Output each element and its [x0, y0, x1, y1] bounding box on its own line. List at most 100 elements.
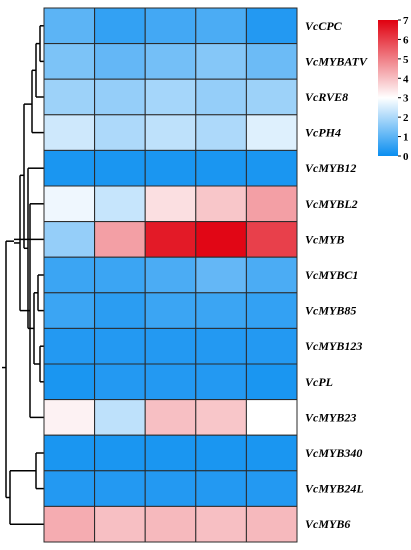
- heatmap-cell-VcMYB340-PiF: [94, 434, 146, 472]
- heatmap-cell-VcMYBL2-PiF: [94, 185, 146, 223]
- heatmap-cell-VcMYB12-PiF: [94, 149, 146, 187]
- heatmap-cell-VcRVE8-PiF: [94, 78, 146, 116]
- colorbar-tick-label-3: 3: [403, 93, 409, 105]
- heatmap-cell-VcPH4-BF: [245, 114, 298, 151]
- heatmap-cell-VcMYB123-RF: [144, 327, 197, 365]
- heatmap-cell-VcPL-GF: [43, 363, 96, 401]
- colorbar-tick-label-4: 4: [403, 73, 409, 85]
- heatmap-cell-VcRVE8-BF: [245, 78, 298, 116]
- heatmap-cell-VcMYB6-GF: [43, 505, 96, 543]
- heatmap-cell-VcMYB-GF: [43, 221, 96, 258]
- heatmap-cell-VcMYBC1-PF: [195, 256, 247, 294]
- heatmap-cell-VcMYBATV-PF: [195, 43, 247, 80]
- row-label-VcMYB12: VcMYB12: [305, 161, 356, 175]
- heatmap-cell-VcCPC-BF: [245, 7, 298, 45]
- heatmap-cell-VcMYBATV-PiF: [94, 43, 146, 80]
- heatmap-cell-VcMYB340-PF: [195, 434, 247, 472]
- row-label-VcMYB: VcMYB: [305, 232, 344, 246]
- heatmap-cell-VcMYB24L-GF: [43, 470, 96, 507]
- heatmap-cell-VcPL-PF: [195, 363, 247, 401]
- colorbar-tick-label-0: 0: [403, 151, 409, 163]
- row-label-VcCPC: VcCPC: [305, 19, 343, 33]
- heatmap-cell-VcMYB12-RF: [144, 149, 197, 187]
- row-label-VcMYB24L: VcMYB24L: [305, 482, 364, 496]
- heatmap-cell-VcMYB24L-PiF: [94, 470, 146, 507]
- heatmap-cell-VcMYB12-GF: [43, 149, 96, 187]
- heatmap-cell-VcMYB-PiF: [94, 221, 146, 258]
- row-dendrogram: [2, 25, 44, 525]
- heatmap-cell-VcPL-RF: [144, 363, 197, 401]
- heatmap-cell-VcMYB340-GF: [43, 434, 96, 472]
- heatmap-cell-VcRVE8-RF: [144, 78, 197, 116]
- heatmap-cell-VcMYBC1-BF: [245, 256, 298, 294]
- heatmap-cell-VcMYB-BF: [245, 221, 298, 258]
- heatmap-cell-VcMYB123-PF: [195, 327, 247, 365]
- heatmap-cell-VcMYBL2-RF: [144, 185, 197, 223]
- heatmap-cell-VcMYBATV-GF: [43, 43, 96, 80]
- heatmap-cell-VcMYB23-RF: [144, 399, 197, 436]
- row-label-VcMYB340: VcMYB340: [305, 446, 362, 460]
- heatmap-cell-VcMYB85-PiF: [94, 292, 146, 329]
- heatmap-cell-VcRVE8-GF: [43, 78, 96, 116]
- heatmap-cell-VcMYB24L-BF: [245, 470, 298, 507]
- heatmap-cell-VcCPC-PiF: [94, 7, 146, 45]
- heatmap-cell-VcMYB6-PiF: [94, 505, 146, 543]
- heatmap-cell-VcMYB12-PF: [195, 149, 247, 187]
- heatmap-cell-VcMYB23-PiF: [94, 399, 146, 436]
- heatmap-cell-VcPH4-RF: [144, 114, 197, 151]
- heatmap-cell-VcMYBL2-GF: [43, 185, 96, 223]
- row-label-VcMYB6: VcMYB6: [305, 517, 350, 531]
- heatmap-cell-VcPL-BF: [245, 363, 298, 401]
- heatmap-cell-VcMYB-PF: [195, 221, 247, 258]
- colorbar-gradient: [378, 20, 398, 156]
- row-labels: VcCPC VcMYBATV VcRVE8 VcPH4 VcMYB12 VcMYBL2 Vc…: [305, 19, 368, 531]
- heatmap-cell-VcMYB85-RF: [144, 292, 197, 329]
- heatmap-cell-VcMYB24L-RF: [144, 470, 197, 507]
- heatmap-cell-VcMYB123-PiF: [94, 327, 146, 365]
- heatmap-cell-VcMYBATV-BF: [245, 43, 298, 80]
- heatmap-cell-VcMYBC1-PiF: [94, 256, 146, 294]
- colorbar-tick-label-5: 5: [403, 54, 409, 66]
- heatmap-cell-VcMYB85-BF: [245, 292, 298, 329]
- heatmap-cell-VcCPC-PF: [195, 7, 247, 45]
- heatmap-cell-VcMYBL2-PF: [195, 185, 247, 223]
- heatmap-cell-VcMYB12-BF: [245, 149, 298, 187]
- heatmap-cell-VcMYBATV-RF: [144, 43, 197, 80]
- colorbar-tick-label-1: 1: [403, 132, 409, 144]
- row-label-VcPL: VcPL: [305, 375, 333, 389]
- heatmap-cell-VcMYB23-GF: [43, 399, 96, 436]
- row-label-VcPH4: VcPH4: [305, 126, 341, 140]
- heatmap-cell-VcMYB85-GF: [43, 292, 96, 329]
- heatmap-cell-VcPL-PiF: [94, 363, 146, 401]
- heatmap-cell-VcMYBC1-RF: [144, 256, 197, 294]
- row-label-VcMYBL2: VcMYBL2: [305, 197, 358, 211]
- heatmap-cells: [43, 7, 298, 543]
- heatmap-cell-VcMYB123-GF: [43, 327, 96, 365]
- row-label-VcRVE8: VcRVE8: [305, 90, 348, 104]
- heatmap-cell-VcPH4-PiF: [94, 114, 146, 151]
- colorbar-tick-label-6: 6: [403, 34, 409, 46]
- heatmap-cell-VcCPC-RF: [144, 7, 197, 45]
- heatmap-cell-VcMYB6-PF: [195, 505, 247, 543]
- colorbar-tick-label-7: 7: [403, 15, 409, 27]
- heatmap-cell-VcMYB340-RF: [144, 434, 197, 472]
- row-label-VcMYBC1: VcMYBC1: [305, 268, 358, 282]
- row-label-VcMYB23: VcMYB23: [305, 410, 356, 424]
- heatmap-cell-VcPH4-GF: [43, 114, 96, 151]
- heatmap-cell-VcMYB340-BF: [245, 434, 298, 472]
- row-label-VcMYB123: VcMYB123: [305, 339, 362, 353]
- heatmap-cell-VcMYB23-PF: [195, 399, 247, 436]
- colorbar: 0 1 2 3 4 5 6 7: [378, 15, 409, 163]
- heatmap-cell-VcPH4-PF: [195, 114, 247, 151]
- row-label-VcMYB85: VcMYB85: [305, 304, 356, 318]
- heatmap-cell-VcCPC-GF: [43, 7, 96, 45]
- heatmap-cell-VcMYB6-BF: [245, 505, 298, 543]
- heatmap-cell-VcMYB6-RF: [144, 505, 197, 543]
- row-label-VcMYBATV: VcMYBATV: [305, 54, 368, 68]
- heatmap-cell-VcMYB-RF: [144, 221, 197, 258]
- heatmap-cell-VcMYB24L-PF: [195, 470, 247, 507]
- heatmap-cell-VcMYB85-PF: [195, 292, 247, 329]
- heatmap-cell-VcMYBC1-GF: [43, 256, 96, 294]
- heatmap-cell-VcMYB123-BF: [245, 327, 298, 365]
